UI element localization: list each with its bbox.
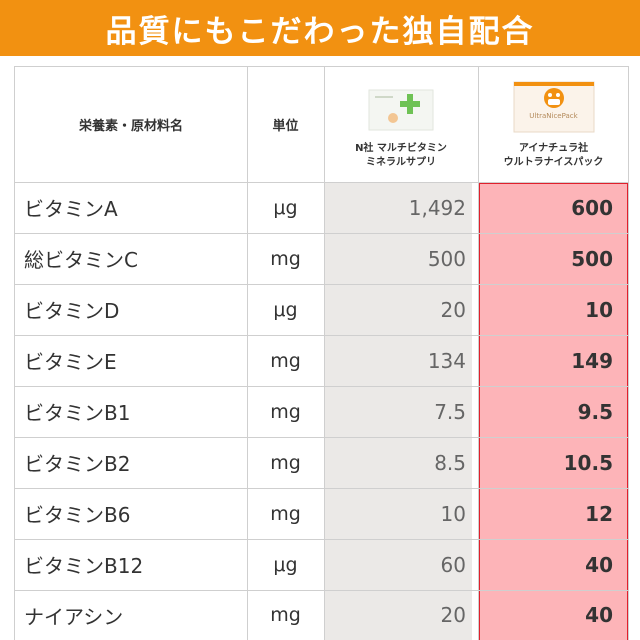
row-name: ビタミンB2 — [24, 452, 131, 476]
row-value-a: 60 — [440, 552, 466, 577]
product-a-column-bg — [324, 182, 472, 640]
row-name: ビタミンB1 — [24, 401, 131, 425]
row-name: ビタミンB6 — [24, 503, 131, 527]
table-divider — [478, 66, 479, 640]
row-unit: mg — [270, 247, 301, 270]
header-nutrient: 栄養素・原材料名 — [15, 66, 247, 182]
row-value-b: 500 — [571, 246, 613, 271]
row-value-a: 1,492 — [408, 195, 466, 220]
product-a-name-line1: N社 マルチビタミン — [355, 143, 447, 154]
table-divider — [15, 233, 629, 234]
table-divider — [15, 335, 629, 336]
header-product-b: UltraNicePack アイナチュラ社 ウルトラナイスパック — [478, 66, 629, 182]
row-name: ビタミンA — [24, 197, 118, 221]
header-unit: 単位 — [247, 66, 324, 182]
product-b-highlight — [478, 182, 629, 640]
table-divider — [15, 386, 629, 387]
table-divider — [15, 539, 629, 540]
row-unit: μg — [273, 298, 298, 321]
header-nutrient-label: 栄養素・原材料名 — [78, 118, 183, 134]
row-value-a: 134 — [427, 348, 466, 373]
row-name: ビタミンB12 — [24, 554, 144, 578]
table-divider — [15, 590, 629, 591]
table-divider — [324, 66, 325, 640]
row-unit: mg — [270, 349, 301, 372]
product-b-name: アイナチュラ社 ウルトラナイスパック — [478, 142, 629, 170]
row-name: 総ビタミンC — [24, 248, 138, 272]
page-title: 品質にもこだわった独自配合 — [105, 13, 535, 50]
product-a-name: N社 マルチビタミン ミネラルサプリ — [324, 142, 478, 170]
table-divider — [15, 66, 629, 67]
row-value-b: 12 — [585, 501, 613, 526]
row-value-b: 10 — [585, 297, 613, 322]
row-value-b: 149 — [571, 348, 613, 373]
row-unit: mg — [270, 451, 301, 474]
product-a-name-line2: ミネラルサプリ — [366, 157, 436, 168]
row-value-a: 500 — [427, 246, 466, 271]
row-unit: mg — [270, 502, 301, 525]
product-b-name-line1: アイナチュラ社 — [518, 143, 589, 154]
product-a-image — [368, 89, 434, 131]
table-divider — [15, 437, 629, 438]
table-divider — [628, 66, 629, 640]
header-unit-label: 単位 — [272, 118, 299, 134]
table-divider — [15, 284, 629, 285]
product-b-image — [513, 81, 594, 133]
row-value-a: 8.5 — [434, 450, 466, 475]
row-unit: mg — [270, 604, 301, 626]
row-value-b: 600 — [571, 195, 613, 220]
table-divider — [247, 66, 248, 640]
row-unit: μg — [273, 553, 298, 576]
row-value-a: 20 — [440, 603, 466, 627]
row-name: ビタミンD — [24, 299, 120, 323]
row-value-b: 40 — [585, 552, 613, 577]
row-value-b: 10.5 — [563, 450, 613, 475]
comparison-table: 栄養素・原材料名 単位 N社 マルチビタミン ミネラルサプリ UltraNice… — [14, 66, 629, 640]
row-value-b: 40 — [585, 603, 613, 627]
row-value-b: 9.5 — [577, 399, 613, 424]
table-divider — [15, 488, 629, 489]
row-unit: μg — [273, 196, 298, 219]
row-value-a: 20 — [440, 297, 466, 322]
header-product-a: N社 マルチビタミン ミネラルサプリ — [324, 66, 478, 182]
row-name: ビタミンE — [24, 350, 117, 374]
row-value-a: 10 — [440, 501, 466, 526]
page-title-banner: 品質にもこだわった独自配合 — [0, 0, 640, 56]
product-b-name-line2: ウルトラナイスパック — [503, 157, 604, 168]
row-value-a: 7.5 — [434, 399, 466, 424]
row-unit: mg — [270, 400, 301, 423]
product-b-package-text: UltraNicePack — [529, 112, 578, 120]
table-divider — [15, 182, 629, 183]
row-name: ナイアシン — [24, 604, 124, 629]
